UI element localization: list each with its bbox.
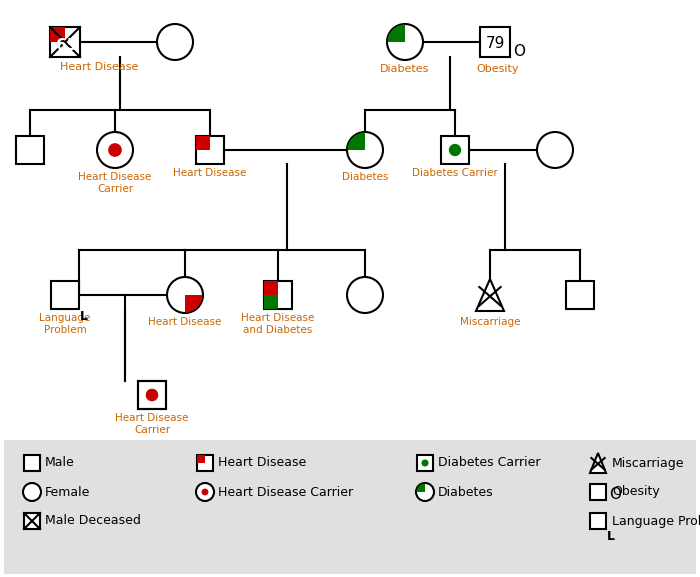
Text: Heart Disease: Heart Disease [218, 456, 307, 470]
Polygon shape [590, 453, 606, 473]
Text: Miscarriage: Miscarriage [612, 456, 685, 470]
Text: Heart Disease
Carrier: Heart Disease Carrier [116, 413, 189, 434]
Text: Language
Problem: Language Problem [39, 313, 91, 335]
Circle shape [146, 389, 158, 401]
Text: Obesity: Obesity [612, 485, 659, 499]
Text: L: L [607, 530, 615, 543]
Text: 79: 79 [485, 36, 505, 51]
Text: Language Problem: Language Problem [612, 515, 700, 527]
Bar [4, 440, 696, 574]
Bar [197, 455, 213, 471]
Text: O: O [609, 487, 621, 502]
Wedge shape [416, 484, 425, 492]
Text: Miscarriage: Miscarriage [460, 317, 520, 327]
Bar [590, 513, 606, 529]
Text: L: L [80, 310, 88, 323]
Bar [24, 513, 40, 529]
Circle shape [146, 389, 158, 401]
Circle shape [196, 483, 214, 501]
Bar [264, 281, 278, 295]
Bar [50, 27, 80, 57]
Text: O: O [513, 44, 525, 59]
Circle shape [421, 459, 428, 467]
Text: Heart Disease: Heart Disease [148, 317, 222, 327]
Bar [50, 27, 65, 42]
Text: Diabetes: Diabetes [438, 485, 493, 499]
Bar [24, 455, 40, 471]
Bar [480, 27, 510, 57]
Circle shape [157, 24, 193, 60]
Text: Female: Female [45, 485, 90, 499]
Bar [264, 281, 292, 309]
Text: Heart Disease
Carrier: Heart Disease Carrier [78, 172, 152, 194]
Text: Heart Disease: Heart Disease [174, 168, 246, 178]
Bar [197, 455, 205, 463]
Bar [196, 136, 210, 150]
Circle shape [108, 143, 122, 157]
Text: Diabetes: Diabetes [380, 64, 430, 74]
Text: Diabetes Carrier: Diabetes Carrier [438, 456, 540, 470]
Bar [16, 136, 44, 164]
Bar [138, 381, 166, 409]
Circle shape [416, 483, 434, 501]
Text: Diabetes Carrier: Diabetes Carrier [412, 168, 498, 178]
Text: Diabetes: Diabetes [342, 172, 388, 182]
Wedge shape [388, 24, 405, 42]
Bar [566, 281, 594, 309]
Bar [138, 381, 166, 409]
Wedge shape [185, 295, 202, 313]
Wedge shape [347, 133, 365, 150]
Text: Heart Disease Carrier: Heart Disease Carrier [218, 485, 353, 499]
Circle shape [23, 483, 41, 501]
Circle shape [449, 144, 461, 156]
Bar [264, 295, 278, 309]
Bar [590, 484, 606, 500]
Text: Male: Male [45, 456, 75, 470]
Circle shape [167, 277, 203, 313]
Text: Obesity: Obesity [477, 64, 519, 74]
Bar [441, 136, 469, 164]
Text: Male Deceased: Male Deceased [45, 515, 141, 527]
Circle shape [347, 132, 383, 168]
Circle shape [202, 489, 209, 496]
Text: Heart Disease
and Diabetes: Heart Disease and Diabetes [241, 313, 315, 335]
Circle shape [97, 132, 133, 168]
Text: Heart Disease: Heart Disease [60, 62, 139, 72]
Circle shape [387, 24, 423, 60]
Circle shape [537, 132, 573, 168]
Circle shape [347, 277, 383, 313]
Bar [417, 455, 433, 471]
Bar [51, 281, 79, 309]
Bar [196, 136, 224, 164]
Polygon shape [476, 279, 504, 311]
Text: 65: 65 [56, 38, 78, 53]
